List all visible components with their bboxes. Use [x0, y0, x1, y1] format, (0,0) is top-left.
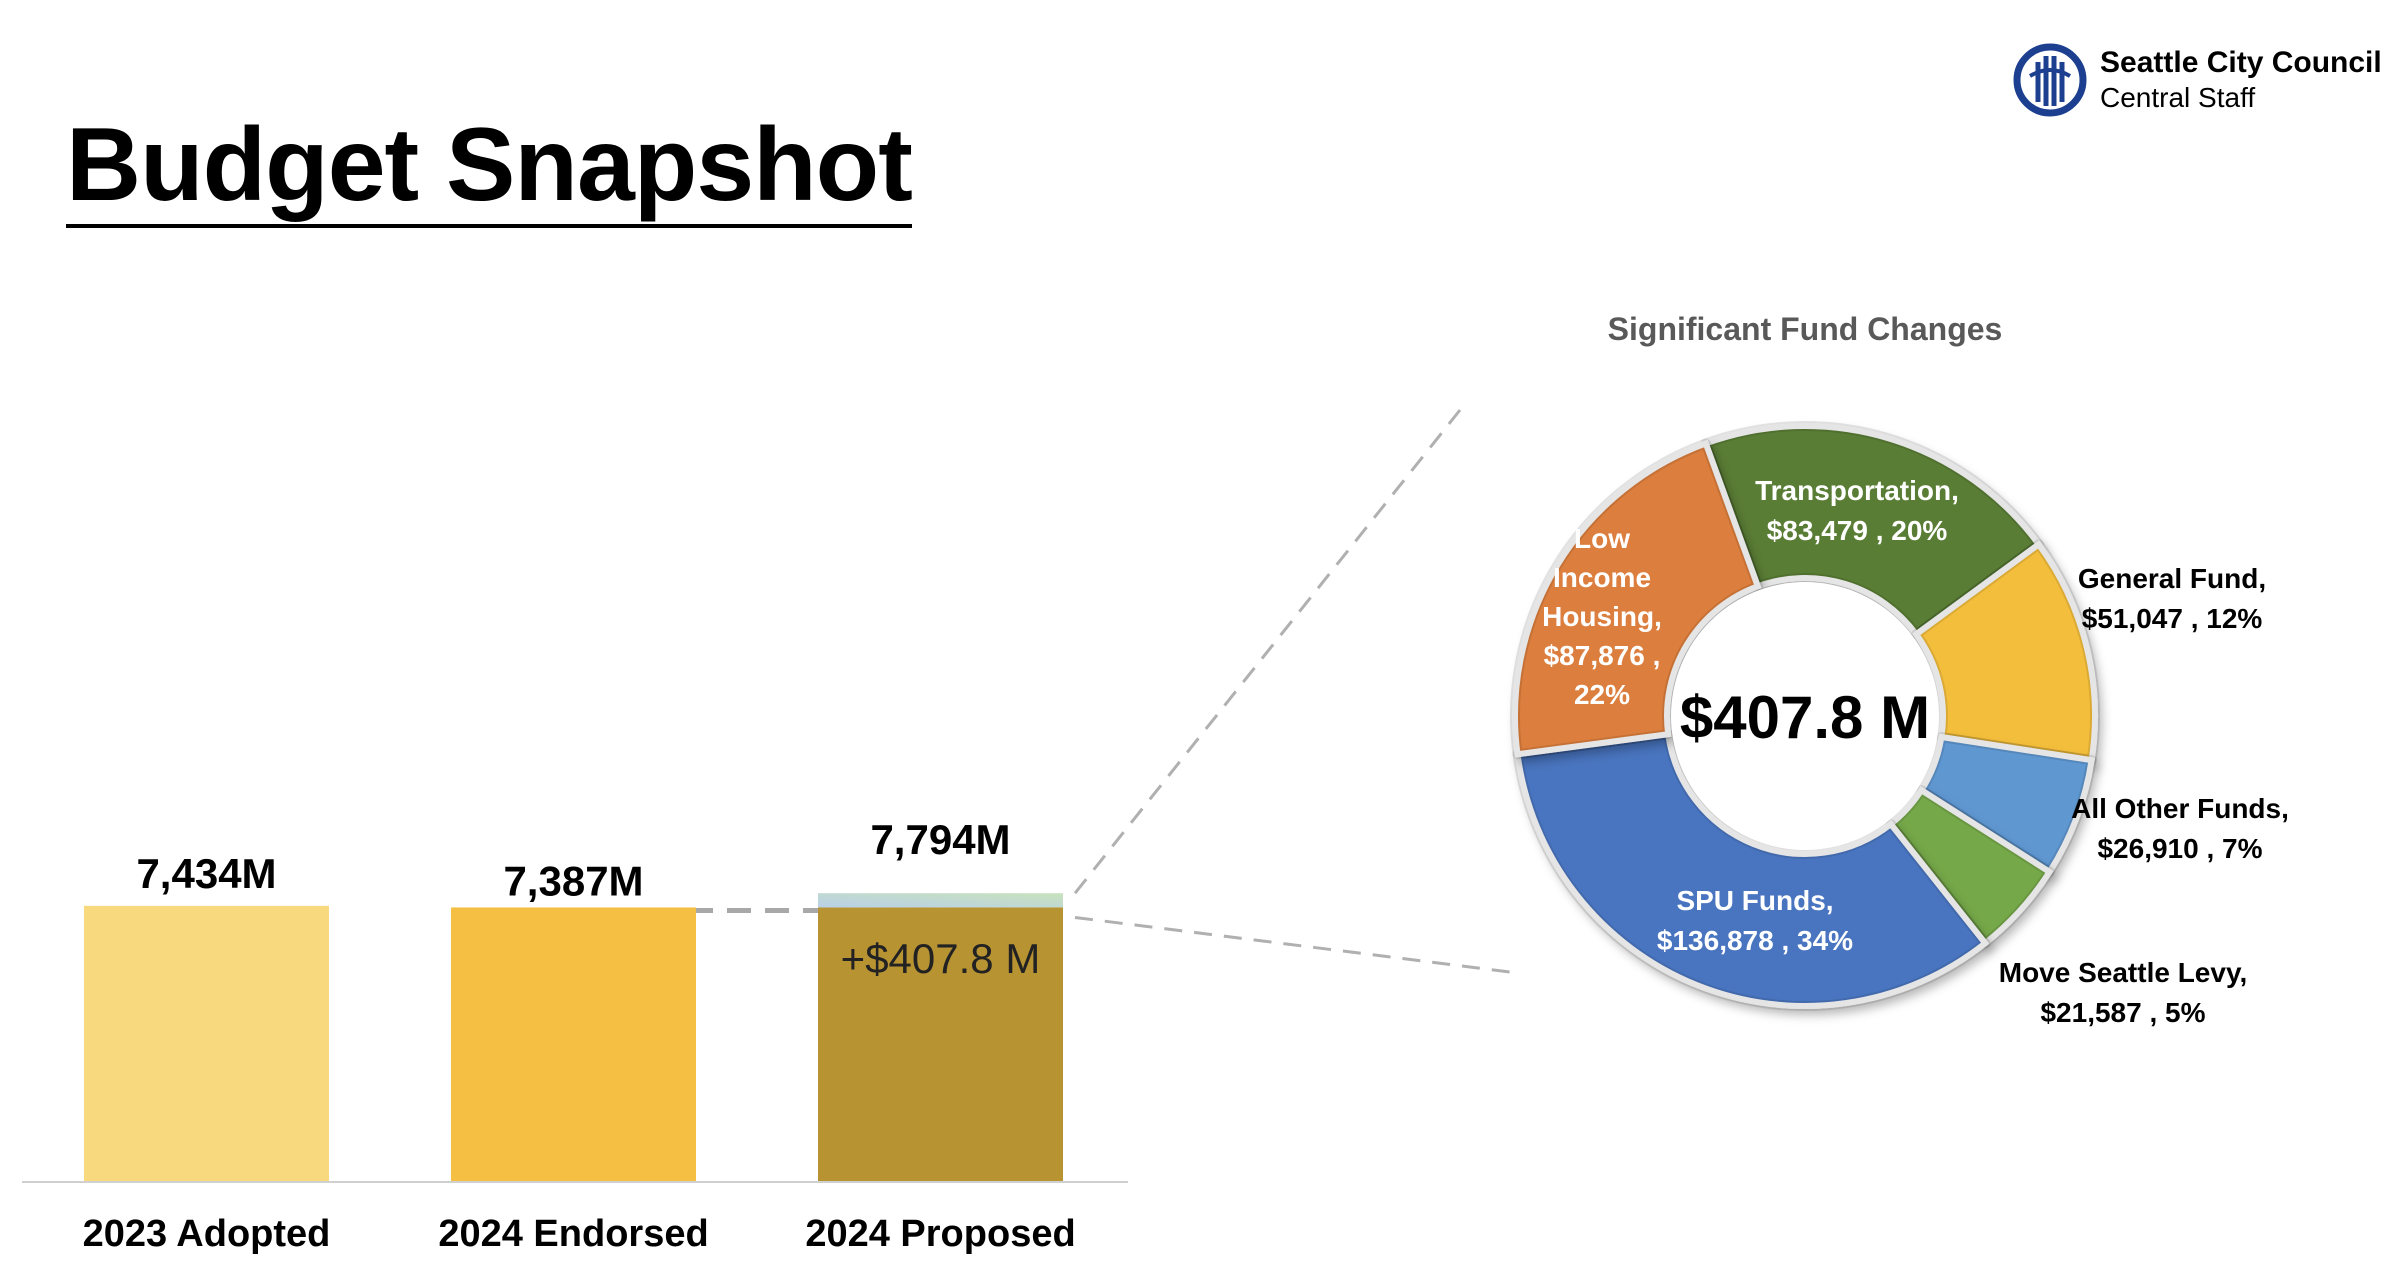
slice-label: $21,587 , 5% — [2040, 997, 2205, 1028]
seattle-seal-icon — [2013, 43, 2087, 117]
slice-label: $87,876 , — [1544, 640, 1661, 671]
org-name: Seattle City Council — [2100, 46, 2382, 79]
bar-value-label: 7,794M — [870, 816, 1010, 863]
page-title: Budget Snapshot — [66, 108, 913, 229]
bar-value-label: 7,387M — [503, 857, 643, 904]
donut-slice-edge — [1700, 421, 2044, 640]
slice-label: General Fund, — [2078, 563, 2266, 594]
slice-label: Move Seattle Levy, — [1999, 957, 2247, 988]
donut-slice-1 — [1912, 540, 2098, 764]
slice-label: All Other Funds, — [2071, 793, 2289, 824]
slice-label: 22% — [1574, 679, 1630, 710]
increment-label: +$407.8 M — [841, 935, 1041, 982]
donut-slice-5 — [1512, 439, 1762, 758]
org-subtitle: Central Staff — [2100, 82, 2256, 113]
x-tick-label: 2024 Endorsed — [438, 1213, 708, 1255]
donut-slice-edge — [1510, 438, 1763, 760]
donut-slice-edge — [1911, 539, 2100, 766]
donut-hole — [1671, 582, 1939, 850]
slice-label: Housing, — [1542, 601, 1662, 632]
donut-slice-edge — [1512, 729, 1991, 1012]
slice-label: Low — [1574, 523, 1630, 554]
slice-label: Transportation, — [1755, 475, 1959, 506]
x-tick-label: 2024 Proposed — [805, 1213, 1075, 1255]
bar-1 — [451, 907, 696, 1182]
donut-slice-4 — [1514, 730, 1990, 1010]
zoom-line-bottom — [1074, 915, 1511, 974]
donut-title: Significant Fund Changes — [1608, 311, 2003, 347]
donut-center-label: $407.8 M — [1680, 684, 1930, 751]
slice-label: $136,878 , 34% — [1657, 925, 1853, 956]
slice-label: $83,479 , 20% — [1767, 515, 1948, 546]
bar-value-label: 7,434M — [136, 850, 276, 897]
donut-slice-0 — [1701, 423, 2043, 639]
x-tick-label: 2023 Adopted — [83, 1213, 331, 1255]
bar-2 — [818, 907, 1063, 1182]
zoom-line-top — [1073, 409, 1462, 895]
slice-label: $51,047 , 12% — [2082, 603, 2263, 634]
council-logo: Seattle City Council Central Staff — [2012, 38, 2382, 118]
increment-bar — [818, 893, 1063, 908]
slice-label: Income — [1553, 562, 1651, 593]
bar-0 — [84, 905, 329, 1182]
slice-label: SPU Funds, — [1676, 885, 1833, 916]
slice-label: $26,910 , 7% — [2097, 833, 2262, 864]
